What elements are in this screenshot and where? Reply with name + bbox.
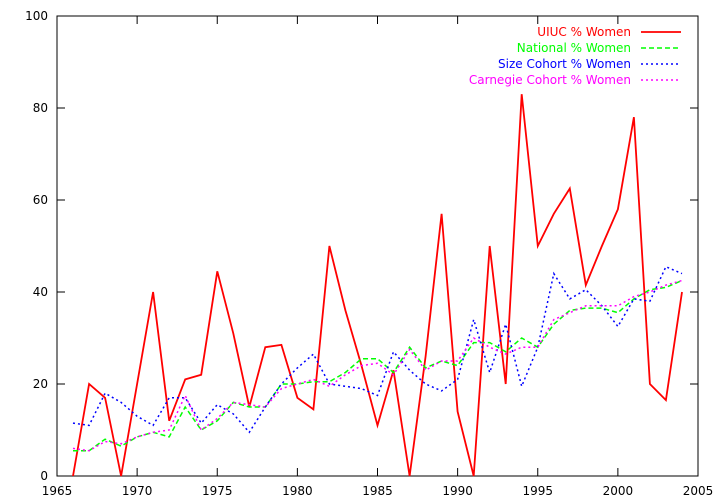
x-tick-label: 1975	[202, 484, 233, 498]
x-tick-label: 1965	[42, 484, 73, 498]
x-tick-label: 1980	[282, 484, 313, 498]
y-tick-label: 60	[33, 193, 48, 207]
x-tick-label: 1985	[362, 484, 393, 498]
y-tick-label: 100	[25, 9, 48, 23]
x-tick-label: 1970	[122, 484, 153, 498]
series-line-4	[72, 279, 683, 452]
legend-label-4: Carnegie Cohort % Women	[469, 73, 631, 87]
series-line-2	[73, 279, 683, 452]
y-tick-label: 0	[40, 469, 48, 483]
y-tick-label: 20	[33, 377, 48, 391]
series-line-3	[72, 265, 683, 434]
series-lines	[72, 94, 683, 477]
series-line-1	[72, 94, 683, 477]
y-tick-label: 80	[33, 101, 48, 115]
tick-labels: 1965 1970 1975 1980 1985 1990 1995 2000 2005 0 20 4…	[25, 9, 713, 498]
x-tick-label: 1990	[442, 484, 473, 498]
x-tick-label: 2000	[603, 484, 634, 498]
legend-label-2: National % Women	[517, 41, 631, 55]
axes	[56, 15, 699, 477]
y-tick-label: 40	[33, 285, 48, 299]
legend-label-1: UIUC % Women	[537, 25, 631, 39]
legend: UIUC % Women National % Women Size Cohort …	[469, 25, 681, 87]
legend-label-3: Size Cohort % Women	[498, 57, 631, 71]
x-tick-label: 1995	[522, 484, 553, 498]
x-tick-label: 2005	[683, 484, 714, 498]
